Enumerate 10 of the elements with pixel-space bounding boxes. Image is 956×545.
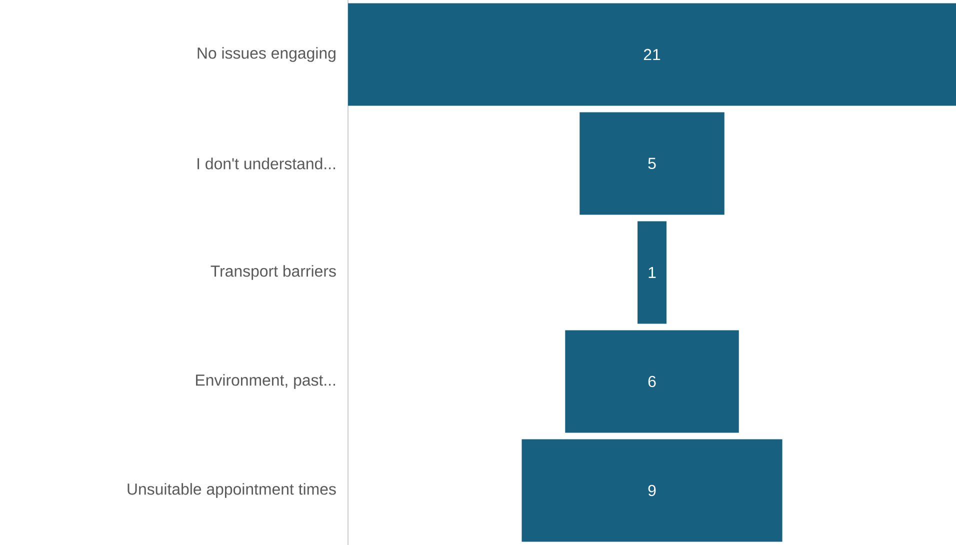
data-label: 1 (648, 267, 656, 278)
category-label: Environment, past... (196, 374, 336, 389)
category-label: Unsuitable appointment times (128, 483, 336, 498)
category-label: I don't understand... (198, 158, 336, 170)
data-label: 6 (648, 376, 656, 388)
data-label: 5 (648, 158, 656, 170)
data-label: 9 (648, 484, 656, 496)
category-label: Transport barriers (210, 265, 336, 280)
data-label: 21 (644, 48, 660, 60)
category-label: No issues engaging (198, 47, 336, 62)
